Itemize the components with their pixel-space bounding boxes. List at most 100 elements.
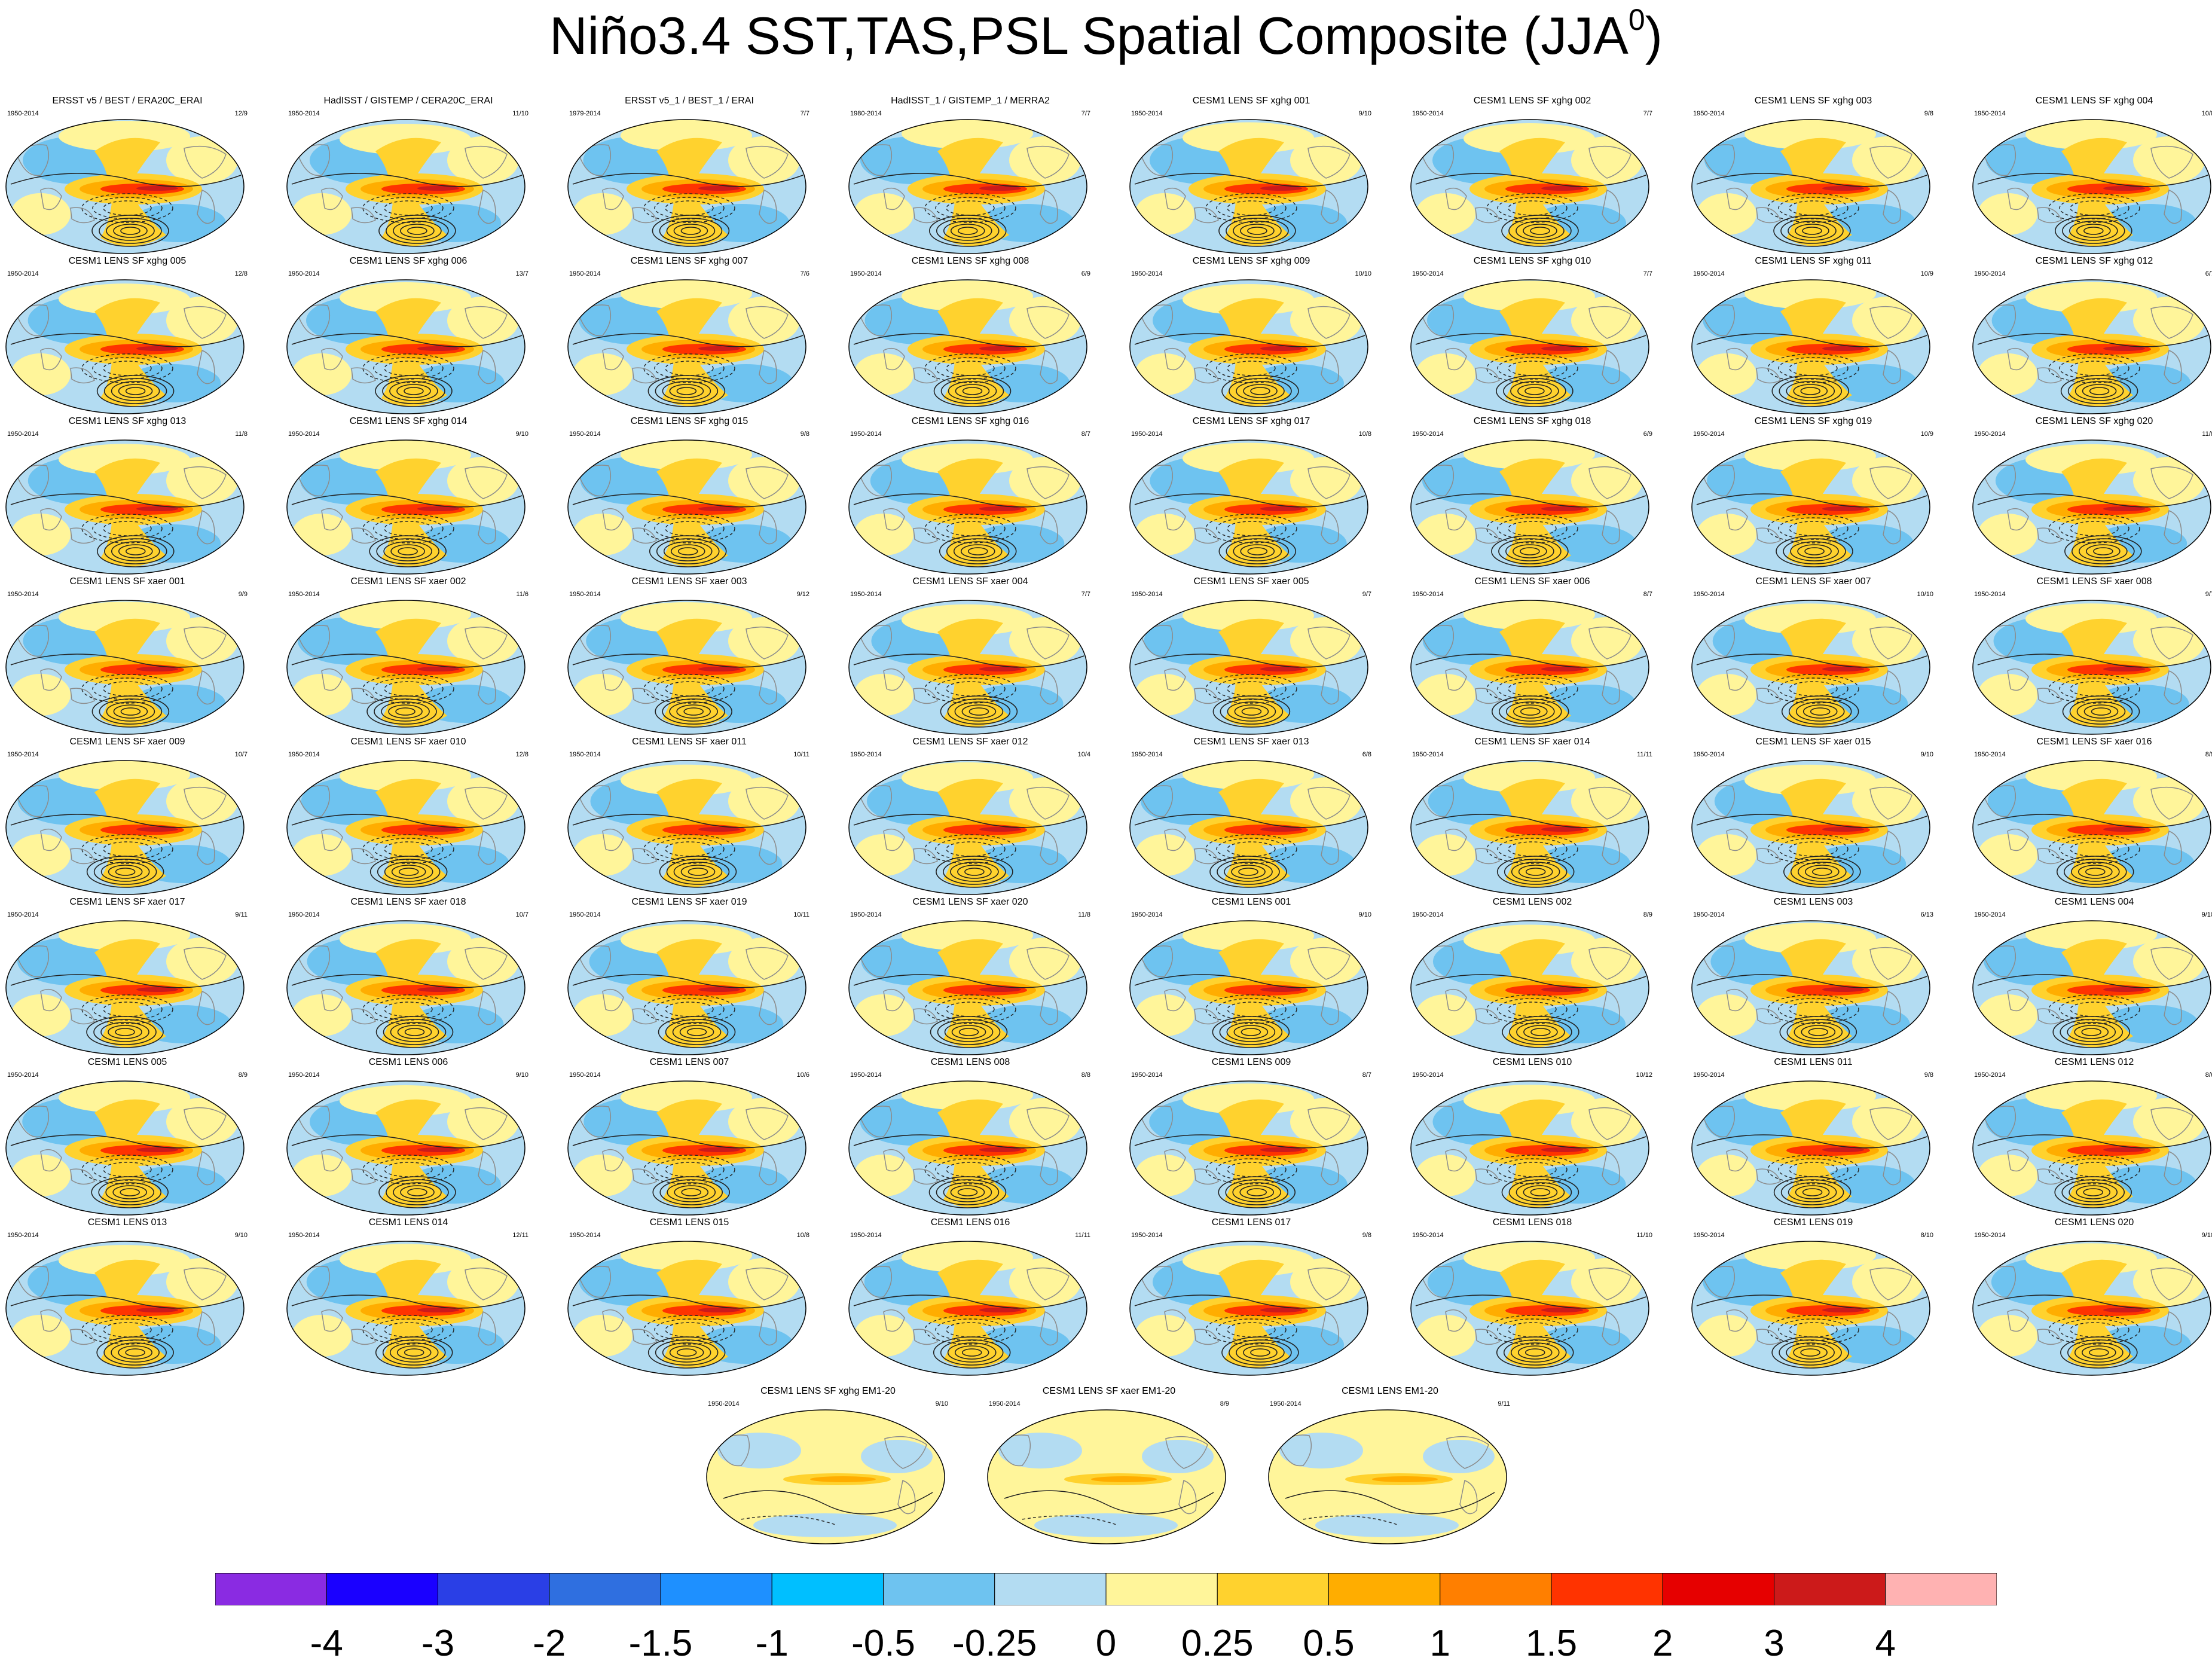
world-map	[286, 439, 525, 575]
panel-event-count: 8/9	[238, 1071, 248, 1079]
panel-period: 1950-2014	[7, 1071, 39, 1079]
panel-period: 1950-2014	[1693, 110, 1725, 117]
panel-title: CESM1 LENS 003	[1773, 897, 1853, 907]
world-map	[5, 600, 245, 735]
colorbar-swatch	[326, 1573, 438, 1605]
colorbar-tick-label: -3	[421, 1623, 455, 1664]
colorbar	[215, 1573, 1997, 1605]
panel-period: 1950-2014	[989, 1400, 1021, 1407]
world-map	[567, 1241, 806, 1376]
panel-title: CESM1 LENS 017	[1211, 1217, 1291, 1228]
colorbar-tick-label: -1.5	[628, 1623, 693, 1664]
panel-period: 1950-2014	[1131, 270, 1163, 277]
panel-period: 1950-2014	[569, 430, 601, 438]
panel-title: CESM1 LENS SF xghg 002	[1473, 96, 1591, 106]
panel-period: 1950-2014	[850, 911, 882, 918]
panel-event-count: 12/11	[512, 1232, 528, 1239]
panel-event-count: 10/11	[793, 751, 809, 758]
map-panel: CESM1 LENS SF xaer 016 1950-2014 8/9	[1972, 737, 2212, 897]
panel-title: CESM1 LENS 006	[368, 1057, 448, 1067]
map-panel: CESM1 LENS 008 1950-2014 8/8	[848, 1057, 1093, 1217]
panel-title: CESM1 LENS SF xaer 010	[350, 737, 466, 747]
world-map	[1129, 439, 1368, 575]
world-map	[1972, 760, 2211, 895]
panel-period: 1950-2014	[1131, 911, 1163, 918]
panel-title: CESM1 LENS 018	[1492, 1217, 1572, 1228]
panel-event-count: 9/7	[2205, 591, 2212, 598]
panel-title: CESM1 LENS SF xghg 020	[2035, 416, 2153, 426]
panel-event-count: 9/11	[235, 911, 248, 918]
panel-period: 1950-2014	[1693, 911, 1725, 918]
panel-event-count: 10/6	[796, 1071, 809, 1079]
panel-title: CESM1 LENS SF xaer EM1-20	[1042, 1386, 1176, 1396]
panel-event-count: 10/10	[1355, 270, 1371, 277]
panel-title: CESM1 LENS SF xghg 010	[1473, 256, 1591, 266]
world-map	[286, 760, 525, 895]
world-map	[1691, 279, 1930, 414]
panel-period: 1950-2014	[1412, 270, 1444, 277]
panel-title: CESM1 LENS SF xaer 016	[2036, 737, 2152, 747]
panel-event-count: 9/10	[2201, 911, 2212, 918]
panel-period: 1950-2014	[7, 751, 39, 758]
panel-title: CESM1 LENS SF xaer 008	[2036, 576, 2152, 587]
panel-event-count: 9/10	[234, 1232, 248, 1239]
panel-event-count: 10/10	[1917, 591, 1933, 598]
world-map	[848, 1080, 1087, 1216]
panel-title: CESM1 LENS 008	[930, 1057, 1010, 1067]
panel-event-count: 9/10	[1358, 911, 1371, 918]
panel-title: CESM1 LENS 012	[2054, 1057, 2134, 1067]
colorbar-swatch	[215, 1573, 327, 1605]
panel-title: CESM1 LENS SF xghg EM1-20	[760, 1386, 896, 1396]
map-panel: CESM1 LENS EM1-20 1950-2014 9/11	[1267, 1386, 1513, 1546]
world-map	[1268, 1409, 1507, 1544]
panel-period: 1950-2014	[288, 911, 320, 918]
panel-period: 1950-2014	[569, 591, 601, 598]
map-panel: HadISST_1 / GISTEMP_1 / MERRA2 1980-2014 7…	[848, 96, 1093, 256]
world-map	[1410, 1080, 1649, 1216]
colorbar-swatch	[1105, 1573, 1218, 1605]
map-panel: CESM1 LENS SF xghg 019 1950-2014 10/9	[1691, 416, 1936, 576]
map-panel: CESM1 LENS SF xghg 018 1950-2014 6/9	[1410, 416, 1655, 576]
panel-period: 1950-2014	[1412, 110, 1444, 117]
world-map	[567, 119, 806, 254]
world-map	[1410, 760, 1649, 895]
world-map	[5, 1241, 245, 1376]
panel-period: 1950-2014	[1974, 751, 2006, 758]
panel-event-count: 8/6	[2205, 1071, 2212, 1079]
panel-title: CESM1 LENS SF xaer 003	[631, 576, 747, 587]
panel-period: 1950-2014	[288, 1232, 320, 1239]
map-panel: CESM1 LENS 018 1950-2014 11/10	[1410, 1217, 1655, 1378]
panel-event-count: 9/12	[796, 591, 809, 598]
panel-title: CESM1 LENS 010	[1492, 1057, 1572, 1067]
map-panel: CESM1 LENS SF xghg 014 1950-2014 9/10	[286, 416, 531, 576]
world-map	[1410, 600, 1649, 735]
map-panel: CESM1 LENS SF xghg 003 1950-2014 9/8	[1691, 96, 1936, 256]
panel-title: CESM1 LENS 020	[2054, 1217, 2134, 1228]
panel-event-count: 8/10	[1920, 1232, 1933, 1239]
panel-event-count: 8/9	[2205, 751, 2212, 758]
panel-event-count: 7/7	[1081, 110, 1090, 117]
panel-title: CESM1 LENS SF xghg 008	[911, 256, 1029, 266]
panel-period: 1950-2014	[1974, 591, 2006, 598]
panel-event-count: 11/10	[1636, 1232, 1652, 1239]
map-panel: ERSST v5 / BEST / ERA20C_ERAI 1950-2014 12…	[5, 96, 250, 256]
panel-title: CESM1 LENS SF xghg 013	[68, 416, 187, 426]
panel-period: 1950-2014	[1131, 110, 1163, 117]
panel-title: CESM1 LENS SF xaer 004	[912, 576, 1028, 587]
panel-event-count: 11/6	[516, 591, 528, 598]
colorbar-tick-label: -4	[310, 1623, 343, 1664]
panel-event-count: 11/8	[235, 430, 248, 438]
world-map	[1691, 1080, 1930, 1216]
map-panel: CESM1 LENS SF xaer EM1-20 1950-2014 8/9	[986, 1386, 1232, 1546]
colorbar-tick-label: 1.5	[1525, 1623, 1578, 1664]
panel-period: 1950-2014	[1693, 1071, 1725, 1079]
map-panel: CESM1 LENS SF xaer 009 1950-2014 10/7	[5, 737, 250, 897]
panel-event-count: 13/7	[515, 270, 528, 277]
map-panel: CESM1 LENS 019 1950-2014 8/10	[1691, 1217, 1936, 1378]
panel-period: 1950-2014	[1412, 751, 1444, 758]
world-map	[1410, 279, 1649, 414]
map-panel: CESM1 LENS SF xaer 017 1950-2014 9/11	[5, 897, 250, 1057]
panel-title: CESM1 LENS SF xaer 019	[631, 897, 747, 907]
panel-event-count: 10/9	[1920, 430, 1933, 438]
panel-period: 1950-2014	[288, 591, 320, 598]
